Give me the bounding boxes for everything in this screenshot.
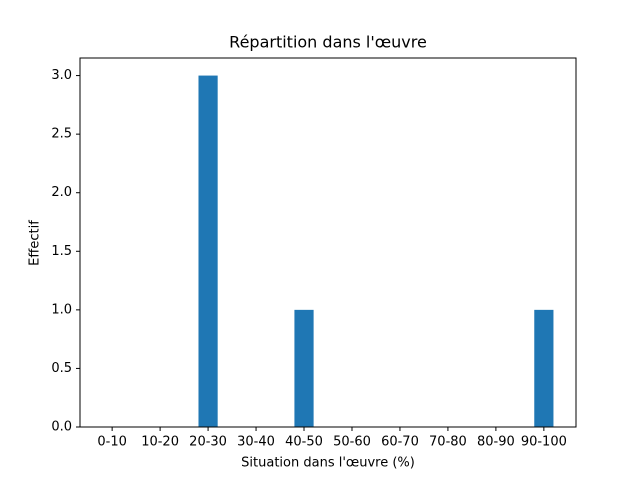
x-tick-label: 30-40 [237, 435, 275, 450]
y-tick-label: 2.5 [51, 127, 72, 142]
x-tick-label: 70-80 [429, 435, 467, 450]
bar [198, 75, 218, 428]
y-tick-label: 1.5 [51, 244, 72, 259]
y-tick-label: 3.0 [51, 68, 72, 83]
y-tick-label: 0.0 [51, 420, 72, 435]
y-axis-label: Effectif [28, 220, 43, 266]
x-tick-label: 40-50 [285, 435, 323, 450]
y-tick-label: 0.5 [51, 361, 72, 376]
x-tick-label: 60-70 [381, 435, 419, 450]
y-tick-label: 2.0 [51, 185, 72, 200]
x-tick-label: 20-30 [189, 435, 227, 450]
x-tick-label: 10-20 [141, 435, 179, 450]
plot-frame [79, 57, 577, 428]
y-tick-label: 1.0 [51, 302, 72, 317]
x-tick-label: 0-10 [97, 435, 127, 450]
bar [534, 309, 554, 427]
chart-title: Répartition dans l'œuvre [229, 33, 427, 52]
bar [294, 309, 314, 427]
x-tick-label: 80-90 [477, 435, 515, 450]
x-axis-label: Situation dans l'œuvre (%) [241, 456, 415, 471]
x-tick-label: 50-60 [333, 435, 371, 450]
x-tick-label: 90-100 [521, 435, 567, 450]
